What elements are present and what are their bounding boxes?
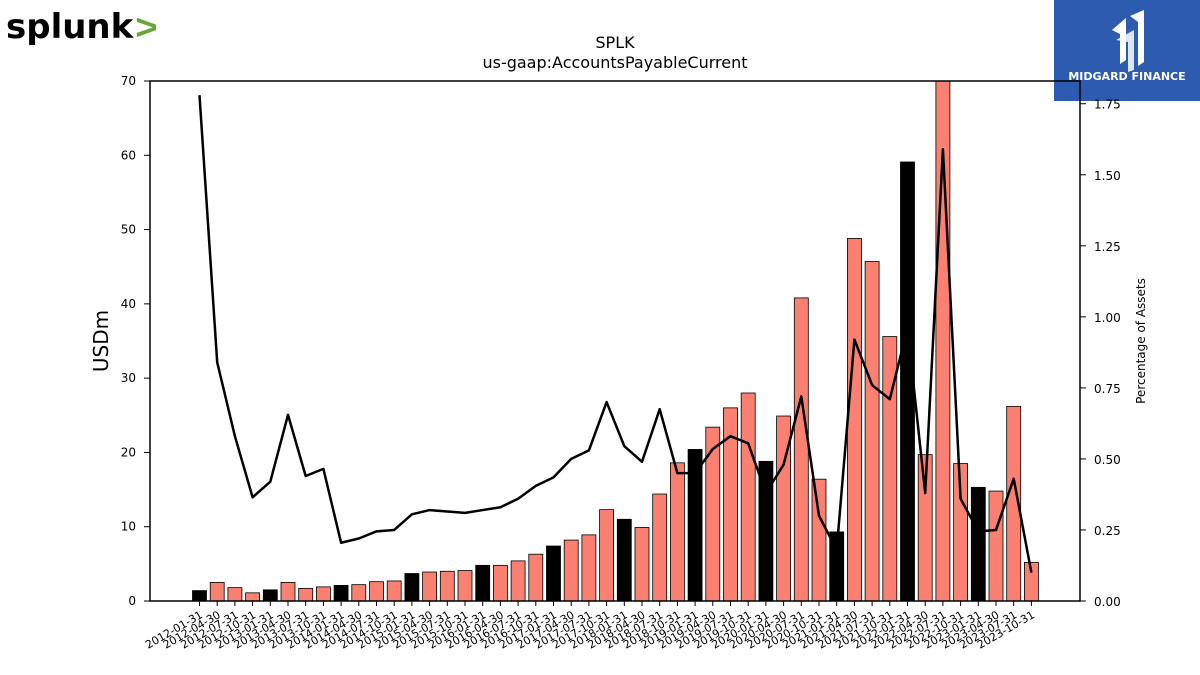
bar (670, 462, 685, 602)
y2-tick-label: 1.75 (1094, 98, 1121, 112)
bar (970, 486, 986, 602)
y2-tick-label: 1.25 (1094, 240, 1121, 254)
bar (492, 564, 508, 602)
bar (793, 297, 809, 602)
y2-tick-label: 0.50 (1094, 453, 1121, 467)
bar (369, 581, 384, 602)
bar (546, 545, 561, 602)
y2-tick-label: 1.50 (1094, 169, 1121, 183)
bar (528, 553, 544, 602)
bar (616, 518, 632, 602)
y-tick-label: 0 (128, 594, 136, 608)
bar (245, 592, 261, 602)
y2-tick-label: 0.75 (1094, 382, 1121, 396)
y-tick-label: 60 (121, 148, 136, 162)
bar (475, 564, 491, 602)
right-axis: 0.00 0.25 0.50 0.75 1.00 1.25 1.50 1.75 (1080, 98, 1121, 609)
plot-frame (149, 80, 1081, 602)
bar (439, 570, 455, 602)
y-tick-label: 30 (121, 371, 136, 385)
bar (457, 570, 473, 602)
bar (510, 560, 526, 602)
bar (351, 584, 367, 602)
y-tick-label: 10 (121, 520, 136, 534)
bar (192, 590, 207, 602)
bar (563, 539, 579, 602)
pct-assets-line (198, 95, 1033, 573)
bar (386, 580, 402, 602)
midgard-finance-logo: MIDGARD FINANCE (1054, 0, 1200, 101)
bar (634, 527, 650, 602)
chart-subtitle: us-gaap:AccountsPayableCurrent (482, 53, 747, 72)
splunk-logo-wordmark: splunk> (6, 7, 156, 47)
bar (705, 426, 721, 602)
bar (333, 585, 349, 602)
bar (864, 261, 880, 602)
bar (422, 571, 438, 602)
bar (209, 582, 225, 602)
bar (262, 589, 278, 602)
bar (298, 587, 314, 602)
bar (988, 490, 1004, 602)
bar (315, 586, 331, 602)
bar-series (192, 80, 1039, 602)
x-axis: 2012-01-312012-04-302012-07-312012-10-31… (143, 601, 1037, 652)
splunk-logo: splunk> (6, 7, 156, 47)
y-axis-label: USDm (89, 310, 113, 372)
midgard-emblem-icon: MIDGARD FINANCE (1068, 10, 1186, 83)
y2-tick-label: 1.00 (1094, 311, 1121, 325)
y-tick-label: 20 (121, 445, 136, 459)
bar (280, 582, 296, 602)
bar (227, 587, 243, 602)
bar (581, 534, 597, 602)
chart-title: SPLK (595, 33, 635, 52)
midgard-logo-text: MIDGARD FINANCE (1068, 70, 1185, 83)
y2-tick-label: 0.25 (1094, 524, 1121, 538)
y2-axis-label: Percentage of Assets (1134, 278, 1148, 404)
bar (740, 392, 756, 602)
bar (811, 478, 827, 602)
line-series (198, 95, 1033, 573)
bar (599, 509, 614, 602)
left-axis: 0 10 20 30 40 50 60 70 (121, 74, 150, 608)
y-tick-label: 40 (121, 297, 136, 311)
y-tick-label: 70 (121, 74, 136, 88)
bar (404, 573, 420, 602)
bar (847, 238, 862, 602)
y2-tick-label: 0.00 (1094, 595, 1121, 609)
y-tick-label: 50 (121, 223, 136, 237)
bar (652, 493, 668, 602)
